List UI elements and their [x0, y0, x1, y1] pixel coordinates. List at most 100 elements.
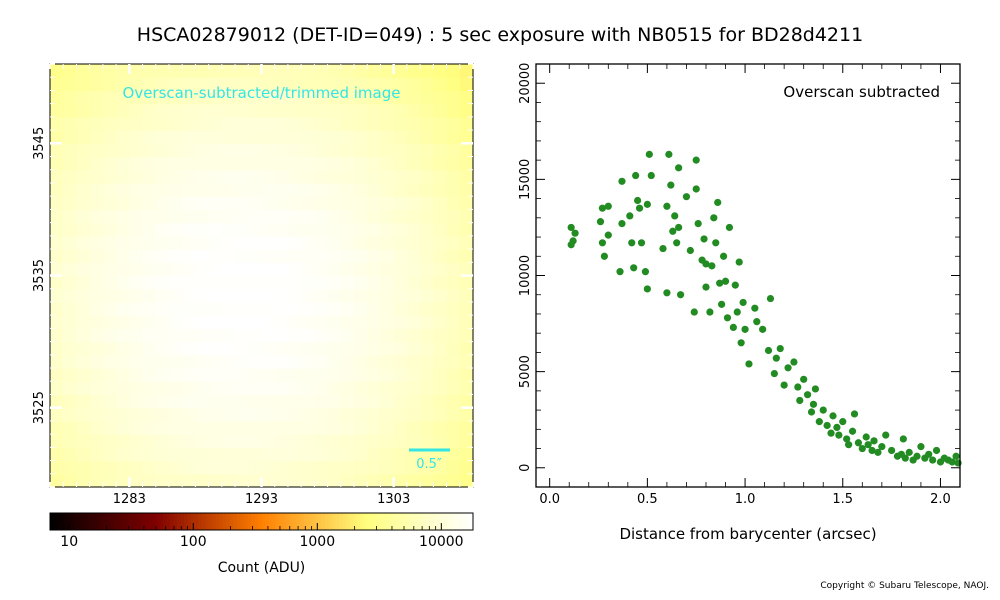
- image-pixel: [182, 341, 197, 356]
- image-pixel: [50, 235, 64, 250]
- image-pixel: [393, 90, 408, 105]
- colorbar-segment: [226, 513, 231, 530]
- image-pixel: [406, 130, 421, 144]
- scatter-point: [858, 444, 866, 453]
- scatter-point: [635, 204, 644, 212]
- image-pixel: [76, 249, 91, 263]
- scatter-point: [637, 239, 646, 247]
- image-pixel: [446, 130, 461, 144]
- image-pixel: [63, 420, 78, 435]
- image-pixel: [208, 420, 223, 435]
- scatter-point: [835, 431, 843, 439]
- image-pixel: [393, 64, 408, 78]
- colorbar-segment: [127, 513, 132, 530]
- colorbar-segment: [367, 513, 372, 530]
- image-pixel: [142, 262, 157, 277]
- image-pixel: [327, 394, 342, 409]
- image-pixel: [76, 460, 91, 475]
- x-axis-label: Distance from barycenter (arcsec): [619, 525, 876, 543]
- image-pixel: [102, 156, 117, 171]
- colorbar-segment: [381, 513, 386, 530]
- image-pixel: [208, 249, 223, 263]
- image-pixel: [235, 394, 249, 409]
- scatter-point: [686, 246, 694, 255]
- image-pixel: [182, 235, 197, 250]
- image-pixel: [102, 130, 117, 144]
- image-pixel: [195, 64, 210, 78]
- image-pixel: [63, 460, 78, 475]
- image-pixel: [393, 407, 408, 422]
- image-pixel: [63, 473, 78, 488]
- image-pixel: [459, 130, 474, 144]
- image-pixel: [182, 473, 197, 488]
- image-pixel: [116, 368, 130, 382]
- image-pixel: [50, 275, 64, 290]
- image-pixel: [446, 275, 461, 290]
- image-pixel: [208, 447, 223, 462]
- image-pixel: [314, 235, 329, 250]
- image-pixel: [459, 169, 474, 184]
- image-pixel: [287, 447, 302, 462]
- image-pixel: [221, 77, 236, 92]
- image-pixel: [393, 209, 408, 224]
- scatter-point: [854, 439, 863, 447]
- image-pixel: [446, 64, 461, 78]
- image-pixel: [102, 235, 117, 250]
- image-pixel: [155, 473, 170, 488]
- image-pixel: [50, 368, 64, 382]
- image-pixel: [393, 77, 408, 92]
- image-pixel: [155, 182, 170, 197]
- image-pixel: [340, 249, 355, 263]
- image-pixel: [261, 249, 276, 263]
- image-x-tick-label: 1293: [245, 492, 278, 507]
- scatter-point: [870, 437, 878, 445]
- image-pixel: [327, 262, 342, 277]
- image-pixel: [129, 341, 144, 356]
- image-pixel: [301, 434, 315, 448]
- image-pixel: [393, 103, 408, 118]
- image-pixel: [89, 169, 104, 184]
- image-pixel: [287, 143, 302, 158]
- scatter-point: [598, 204, 607, 212]
- colorbar-segment: [398, 513, 404, 530]
- colorbar-segment: [300, 513, 305, 530]
- image-pixel: [287, 235, 302, 250]
- image-pixel: [287, 90, 302, 105]
- chart-title: HSCA02879012 (DET-ID=049) : 5 sec exposu…: [136, 24, 864, 46]
- image-pixel: [208, 328, 223, 343]
- image-pixel: [301, 275, 315, 290]
- scatter-point: [862, 433, 870, 441]
- image-pixel: [195, 473, 210, 488]
- image-pixel: [433, 341, 448, 356]
- image-pixel: [89, 275, 104, 290]
- image-pixel: [155, 77, 170, 92]
- scatter-point: [932, 446, 941, 455]
- scatter-point: [628, 239, 636, 247]
- scatter-point: [630, 264, 638, 272]
- image-pixel: [367, 196, 382, 211]
- image-pixel: [248, 169, 263, 184]
- scatter-point: [675, 164, 683, 172]
- image-pixel: [354, 209, 368, 224]
- colorbar-segment: [148, 513, 153, 530]
- image-pixel: [393, 262, 408, 277]
- image-pixel: [380, 473, 395, 488]
- image-pixel: [63, 381, 78, 396]
- image-pixel: [433, 196, 448, 211]
- image-pixel: [221, 341, 236, 356]
- image-pixel: [235, 77, 249, 92]
- image-pixel: [261, 182, 276, 197]
- image-pixel: [393, 196, 408, 211]
- image-pixel: [420, 143, 434, 158]
- image-pixel: [380, 301, 395, 316]
- image-pixel: [261, 328, 276, 343]
- image-pixel: [129, 381, 144, 396]
- colorbar-segment: [95, 513, 100, 530]
- image-pixel: [446, 394, 461, 409]
- image-pixel: [155, 209, 170, 224]
- image-pixel: [142, 434, 157, 448]
- image-pixel: [50, 64, 64, 78]
- image-pixel: [261, 209, 276, 224]
- image-pixel: [168, 301, 183, 316]
- image-pixel: [142, 420, 157, 435]
